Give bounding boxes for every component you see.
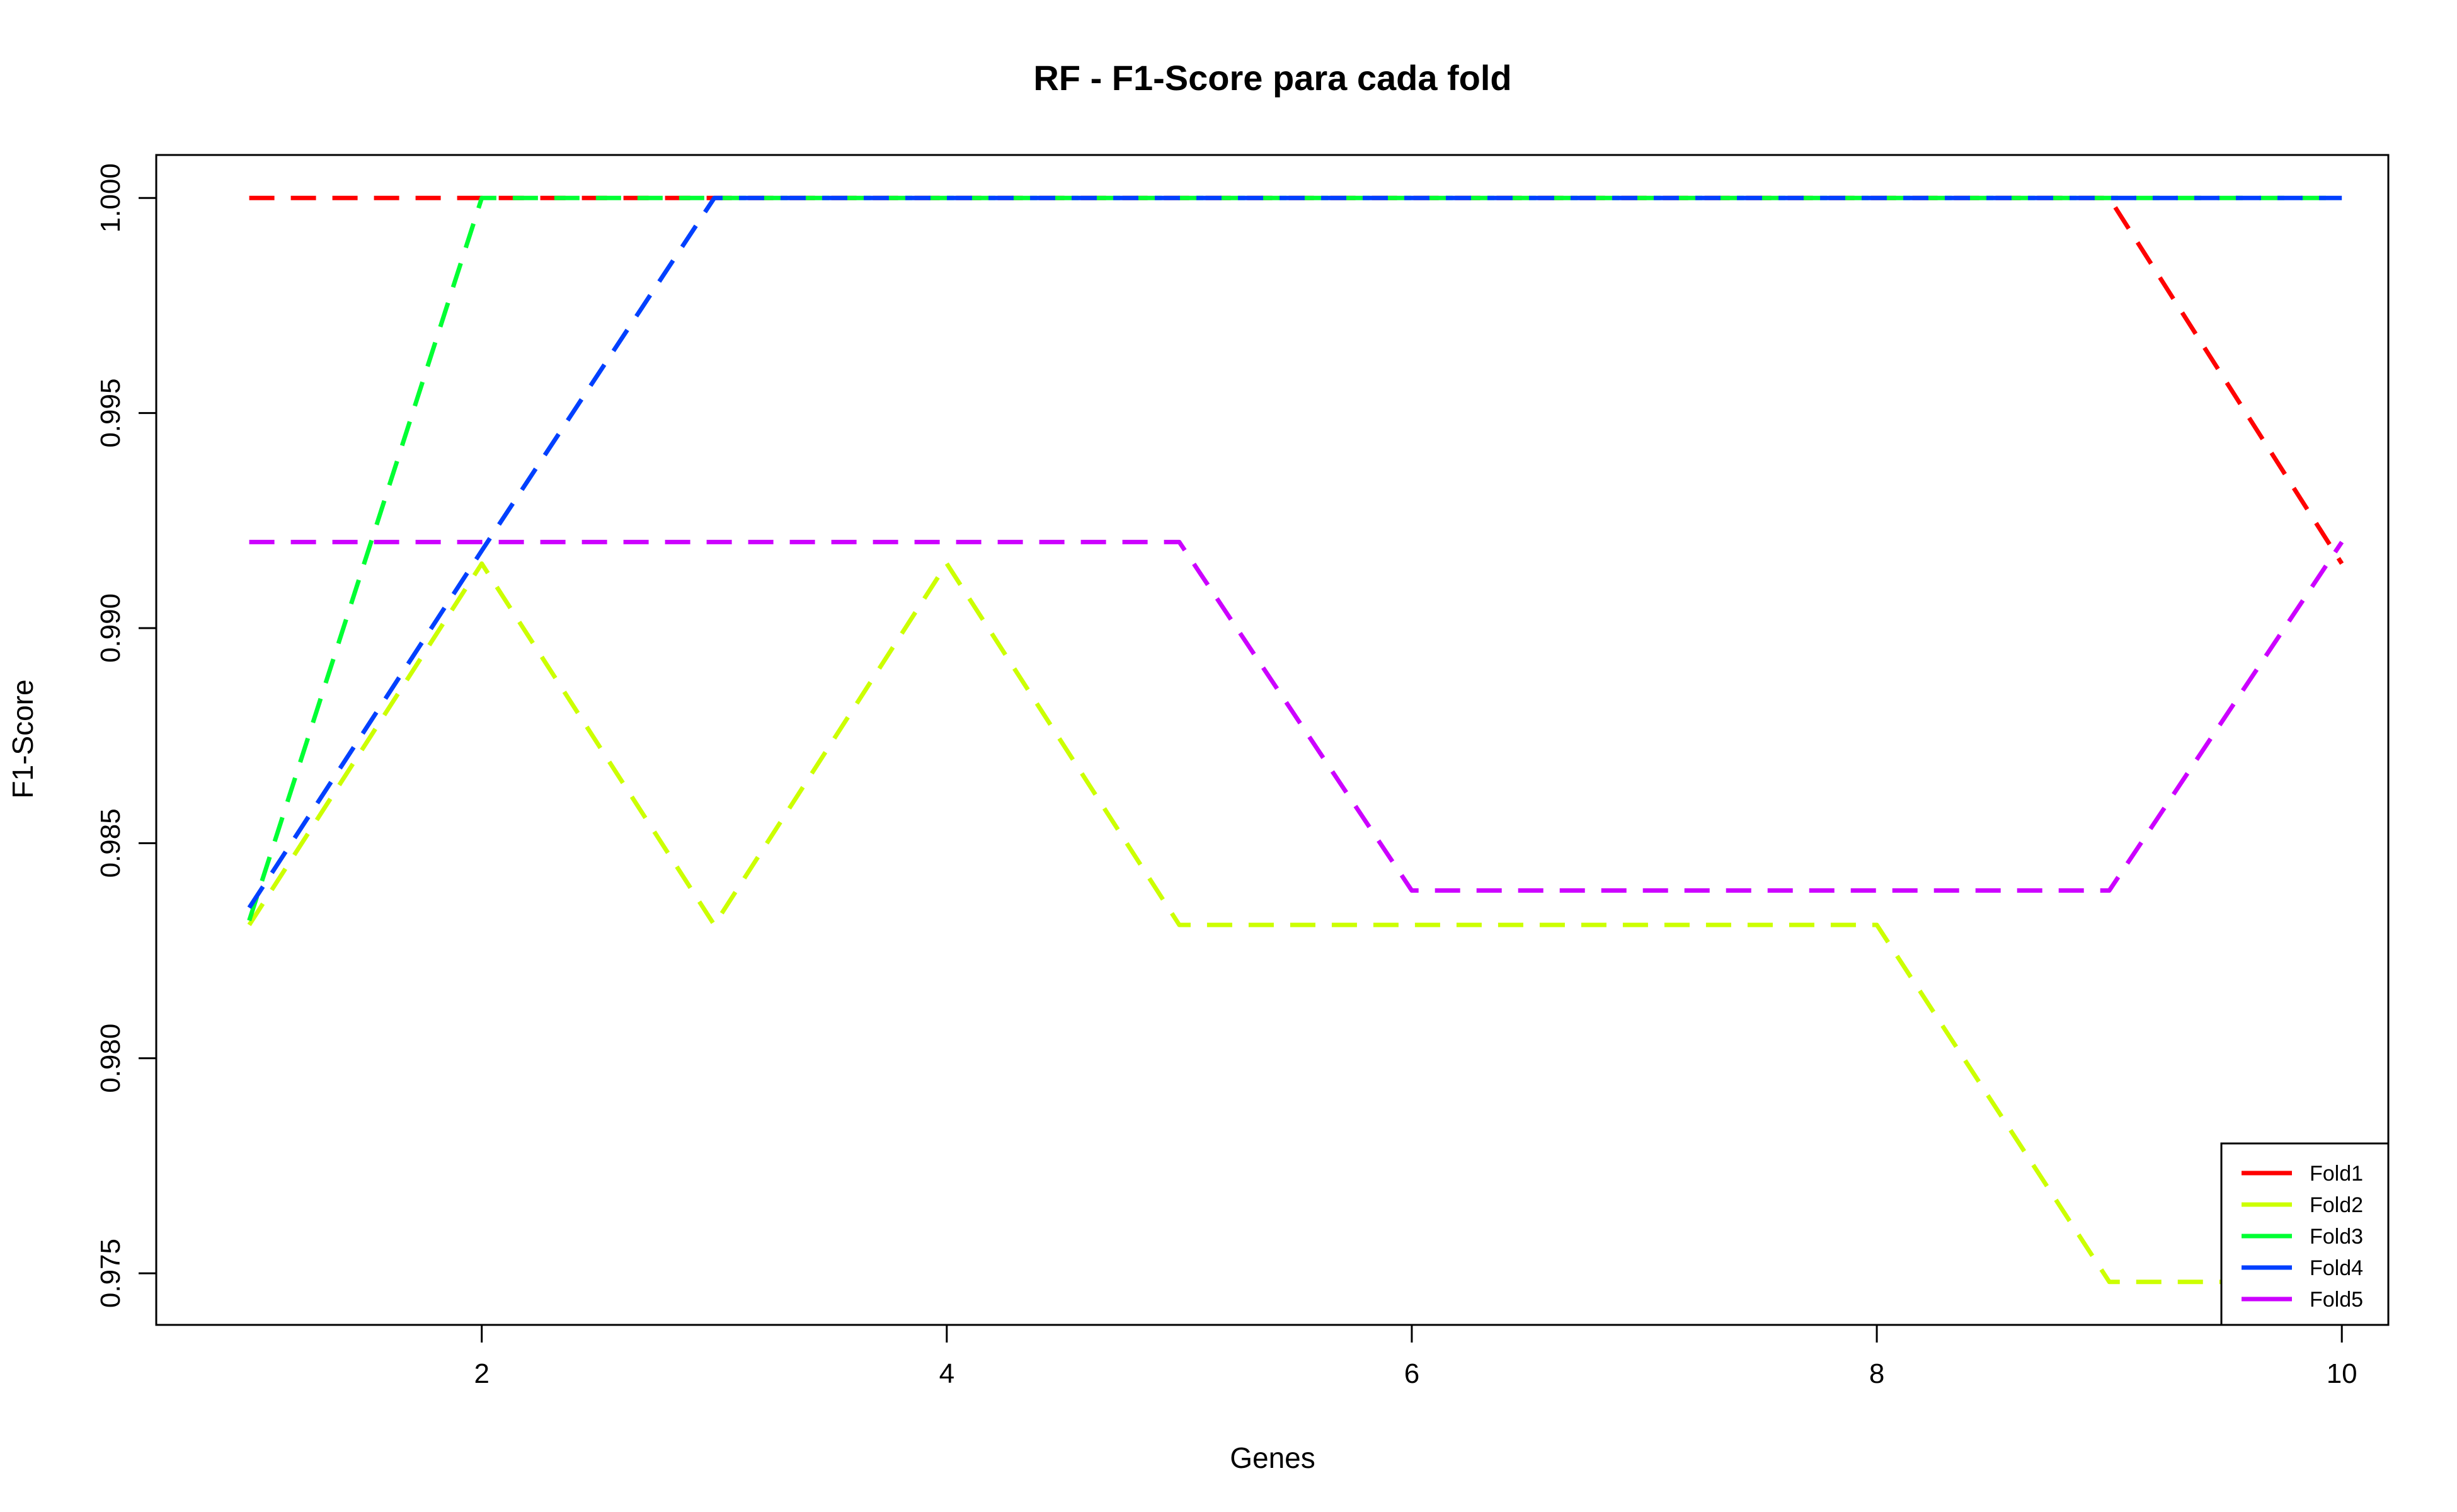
series-line-fold3 bbox=[247, 195, 2342, 922]
x-axis-label: Genes bbox=[1230, 1441, 1315, 1474]
x-tick-label: 2 bbox=[474, 1358, 489, 1389]
series-line-fold1 bbox=[249, 195, 2344, 565]
y-tick-label: 0.975 bbox=[95, 1239, 126, 1308]
legend-label: Fold4 bbox=[2310, 1256, 2363, 1280]
x-tick-label: 6 bbox=[1404, 1358, 1419, 1389]
series-line-fold4 bbox=[247, 195, 2342, 909]
y-axis: 0.975 0.980 0.985 0.990 0.995 1.000 bbox=[95, 163, 158, 1308]
y-tick-label: 0.980 bbox=[95, 1024, 126, 1093]
legend-label: Fold2 bbox=[2310, 1193, 2363, 1217]
x-tick-label: 10 bbox=[2327, 1358, 2357, 1389]
y-tick-label: 0.995 bbox=[95, 379, 126, 448]
legend-label: Fold5 bbox=[2310, 1288, 2363, 1312]
legend-label: Fold1 bbox=[2310, 1162, 2363, 1186]
series-line-fold2 bbox=[247, 561, 2342, 1285]
y-tick-label: 0.985 bbox=[95, 808, 126, 878]
y-axis-label: F1-Score bbox=[6, 679, 39, 798]
legend: Fold1 Fold2 Fold3 Fold4 Fold5 bbox=[2220, 1142, 2390, 1326]
x-tick-label: 4 bbox=[939, 1358, 954, 1389]
legend-label: Fold3 bbox=[2310, 1225, 2363, 1249]
y-tick-label: 0.990 bbox=[95, 593, 126, 663]
x-tick-label: 8 bbox=[1869, 1358, 1884, 1389]
series-line-fold5 bbox=[249, 539, 2344, 893]
x-axis: 2 4 6 8 10 bbox=[474, 1324, 2357, 1389]
y-tick-label: 1.000 bbox=[95, 163, 126, 232]
chart-title: RF - F1-Score para cada fold bbox=[1033, 58, 1511, 98]
plot-frame bbox=[155, 154, 2390, 1326]
series-lines bbox=[247, 195, 2344, 1285]
